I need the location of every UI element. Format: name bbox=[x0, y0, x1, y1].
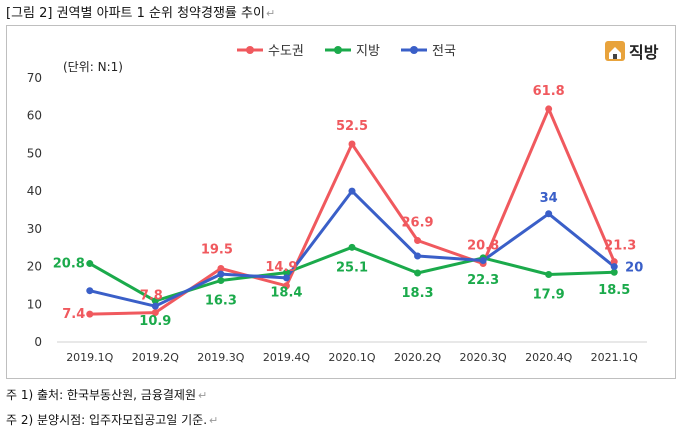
x-tick-label: 2019.4Q bbox=[263, 351, 310, 364]
legend-marker-1 bbox=[334, 46, 342, 54]
data-point-s1-0 bbox=[86, 260, 94, 268]
data-label-s0-5: 26.9 bbox=[402, 216, 434, 231]
data-point-s1-8 bbox=[610, 268, 618, 276]
data-point-s2-1 bbox=[151, 302, 159, 310]
x-tick-label: 2019.1Q bbox=[66, 351, 113, 364]
data-label-s1-5: 18.3 bbox=[402, 286, 434, 301]
data-label-s1-3: 18.4 bbox=[270, 286, 302, 301]
y-tick-label: 50 bbox=[27, 146, 42, 160]
data-label-s1-1: 10.9 bbox=[139, 314, 171, 329]
y-tick-label: 20 bbox=[27, 260, 42, 274]
data-point-s2-7 bbox=[545, 210, 553, 218]
x-tick-label: 2020.4Q bbox=[525, 351, 572, 364]
y-tick-label: 70 bbox=[27, 71, 42, 85]
data-label-s1-4: 25.1 bbox=[336, 260, 368, 275]
data-label-s0-6: 20.8 bbox=[467, 239, 499, 254]
data-label-s2-8: 20 bbox=[625, 261, 643, 276]
chart-frame: 직방 (단위: N:1) 수도권 지방 전국 0 10 20 30 40 50 60 70 2019… bbox=[6, 25, 676, 379]
y-tick-label: 60 bbox=[27, 109, 42, 123]
data-point-s0-0 bbox=[86, 310, 94, 318]
data-point-s1-2 bbox=[217, 277, 225, 285]
legend: 수도권 지방 전국 bbox=[237, 44, 456, 59]
data-point-s1-4 bbox=[348, 243, 356, 251]
data-point-s1-7 bbox=[545, 270, 553, 278]
series-lines bbox=[89, 107, 616, 316]
logo: 직방 bbox=[605, 41, 659, 62]
x-tick-label: 2020.3Q bbox=[460, 351, 507, 364]
data-point-s0-3 bbox=[282, 282, 290, 290]
y-tick-label: 30 bbox=[27, 222, 42, 236]
data-point-s2-0 bbox=[86, 287, 94, 295]
unit-label: (단위: N:1) bbox=[63, 60, 123, 74]
data-point-s1-3 bbox=[282, 269, 290, 277]
legend-marker-0 bbox=[246, 46, 254, 54]
data-label-s0-1: 7.8 bbox=[140, 289, 163, 304]
x-tick-label: 2020.1Q bbox=[328, 351, 375, 364]
figure-caption: [그림 2] 권역별 아파트 1 순위 청약경쟁률 추이↵ bbox=[6, 6, 276, 21]
legend-label-1: 지방 bbox=[356, 44, 380, 59]
data-label-s1-7: 17.9 bbox=[533, 287, 565, 302]
data-label-s0-2: 19.5 bbox=[201, 242, 233, 257]
data-label-s0-8: 21.3 bbox=[604, 239, 636, 254]
logo-text: 직방 bbox=[629, 43, 659, 62]
data-labels: 7.4 7.8 19.5 14.9 52.5 26.9 20.8 61.8 21.3 20.8 10… bbox=[53, 84, 644, 329]
footnote-basis: 주 2) 분양시점: 입주자모집공고일 기준. ↵ bbox=[6, 413, 219, 427]
y-tick-label: 10 bbox=[27, 297, 42, 311]
x-tick-label: 2020.2Q bbox=[394, 351, 441, 364]
x-tick-label: 2019.2Q bbox=[132, 351, 179, 364]
legend-marker-2 bbox=[410, 46, 418, 54]
data-point-s0-4 bbox=[348, 140, 356, 148]
data-point-s0-2 bbox=[217, 264, 225, 272]
data-label-s2-7: 34 bbox=[540, 191, 558, 206]
data-label-s0-0: 7.4 bbox=[62, 307, 85, 322]
series-line-0 bbox=[89, 107, 616, 316]
data-label-s1-8: 18.5 bbox=[598, 283, 630, 298]
data-point-s2-3 bbox=[282, 274, 290, 282]
data-point-s0-7 bbox=[545, 105, 553, 113]
data-label-s1-2: 16.3 bbox=[205, 294, 237, 309]
data-point-s0-1 bbox=[151, 309, 159, 317]
series-points bbox=[86, 105, 618, 318]
data-point-s0-8 bbox=[610, 258, 618, 266]
y-tick-label: 0 bbox=[34, 335, 42, 349]
legend-label-0: 수도권 bbox=[268, 44, 304, 59]
data-point-s1-1 bbox=[151, 297, 159, 305]
data-label-s1-6: 22.3 bbox=[467, 273, 499, 288]
data-point-s2-8 bbox=[610, 263, 618, 271]
data-point-s2-4 bbox=[348, 187, 356, 195]
x-tick-label: 2019.3Q bbox=[197, 351, 244, 364]
x-tick-label: 2021.1Q bbox=[591, 351, 638, 364]
y-tick-label: 40 bbox=[27, 184, 42, 198]
data-point-s1-5 bbox=[414, 269, 422, 277]
data-point-s0-5 bbox=[414, 237, 422, 245]
data-point-s2-6 bbox=[479, 257, 487, 265]
footnote-source: 주 1) 출처: 한국부동산원, 금융결제원 ↵ bbox=[6, 388, 208, 402]
data-label-s0-7: 61.8 bbox=[533, 84, 565, 99]
data-point-s2-5 bbox=[414, 252, 422, 260]
data-label-s0-4: 52.5 bbox=[336, 119, 368, 134]
legend-label-2: 전국 bbox=[432, 44, 456, 59]
data-label-s0-3: 14.9 bbox=[265, 260, 297, 275]
line-chart: 직방 (단위: N:1) 수도권 지방 전국 0102030405060702019… bbox=[27, 41, 659, 364]
house-icon bbox=[605, 41, 625, 61]
data-label-s1-0: 20.8 bbox=[53, 257, 85, 272]
data-point-s2-2 bbox=[217, 270, 225, 278]
